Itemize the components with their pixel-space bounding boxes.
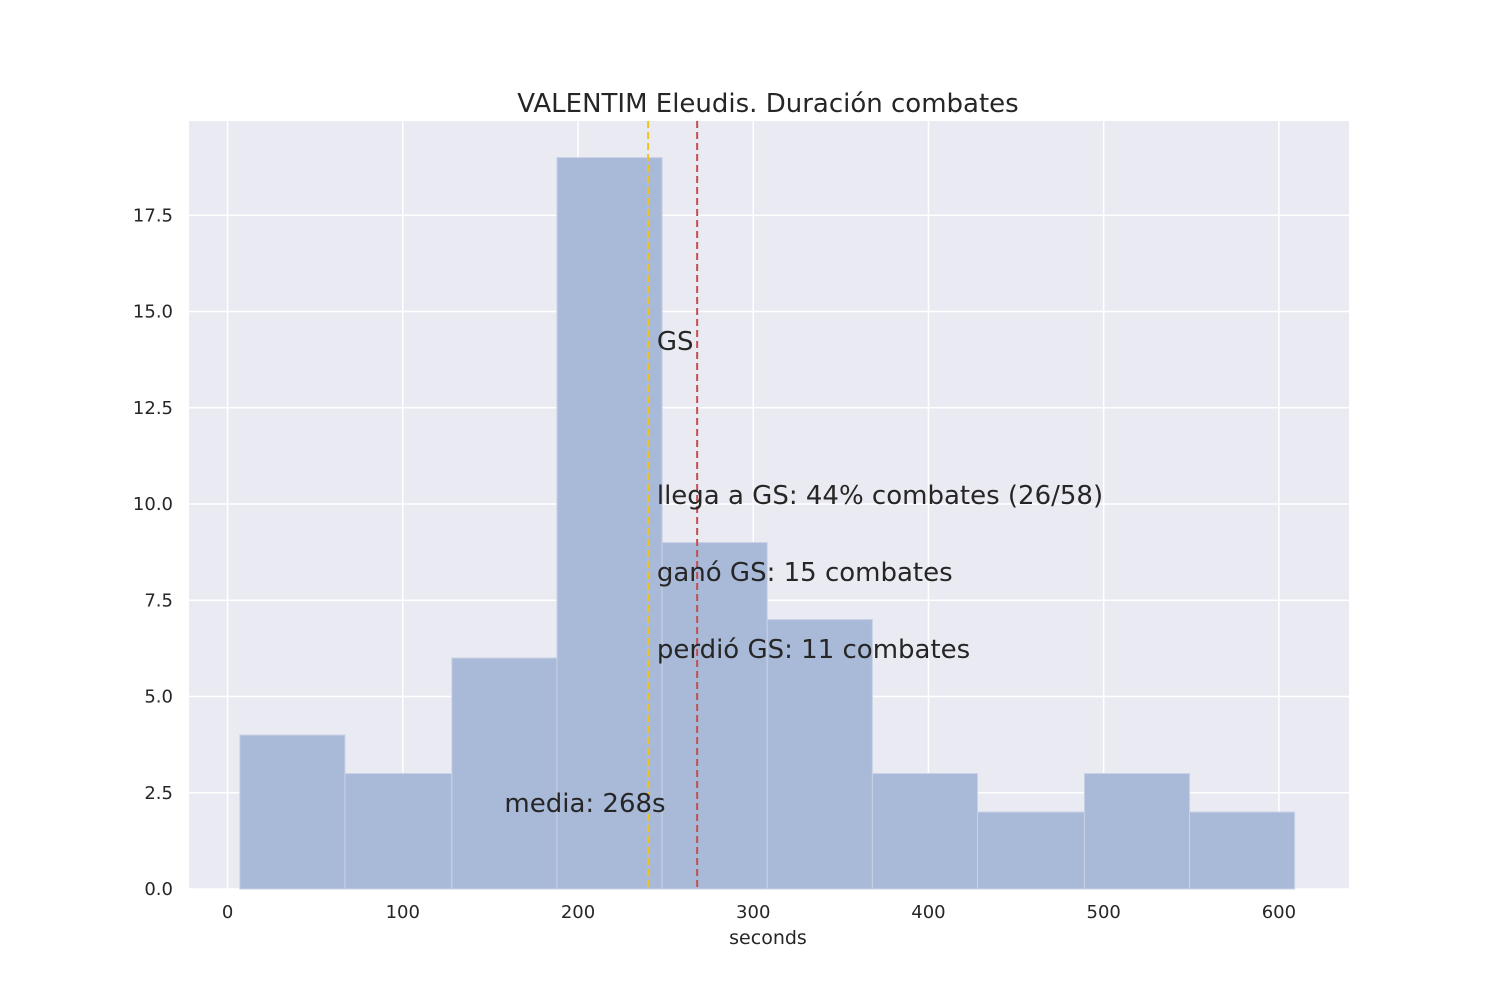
y-tick-label: 7.5 <box>144 590 173 611</box>
histogram-bar <box>239 734 346 890</box>
y-tick-label: 17.5 <box>133 205 173 226</box>
x-axis-label: seconds <box>729 927 807 949</box>
y-tick-label: 0.0 <box>144 879 173 900</box>
histogram-bar <box>451 657 558 890</box>
histogram-bar <box>344 773 453 890</box>
y-tick-label: 12.5 <box>133 398 173 419</box>
reference-lines <box>647 121 699 889</box>
gs-reach-label: llega a GS: 44% combates (26/58) <box>657 481 1103 511</box>
histogram-bar <box>1189 811 1296 890</box>
histogram-bar <box>556 157 663 890</box>
x-tick-label: 600 <box>1262 902 1296 923</box>
gs-won-label: ganó GS: 15 combates <box>657 558 953 588</box>
mean-label: media: 268s <box>504 789 665 819</box>
y-tick-labels: 0.0 2.5 5.0 7.5 10.0 12.5 15.0 17.5 <box>133 205 173 900</box>
x-tick-label: 0 <box>222 902 233 923</box>
gs-label: GS <box>657 327 694 357</box>
histogram-bar <box>871 773 979 890</box>
y-tick-label: 5.0 <box>144 687 173 708</box>
x-tick-labels: 0 100 200 300 400 500 600 <box>222 902 1296 923</box>
y-tick-label: 10.0 <box>133 494 173 515</box>
histogram-bar <box>977 811 1085 890</box>
histogram-bar <box>766 619 873 890</box>
annotations: GS llega a GS: 44% combates (26/58) ganó G… <box>504 327 1103 819</box>
x-tick-label: 400 <box>911 902 945 923</box>
y-tick-label: 2.5 <box>144 783 173 804</box>
x-tick-label: 200 <box>561 902 595 923</box>
x-tick-label: 300 <box>736 902 770 923</box>
x-tick-label: 500 <box>1087 902 1121 923</box>
histogram-bar <box>1083 773 1191 890</box>
y-tick-label: 15.0 <box>133 302 173 323</box>
x-tick-label: 100 <box>386 902 420 923</box>
histogram-bar <box>661 542 768 890</box>
histogram-bars <box>239 157 1296 890</box>
chart-title: VALENTIM Eleudis. Duración combates <box>517 89 1018 119</box>
gs-lost-label: perdió GS: 11 combates <box>657 635 970 665</box>
